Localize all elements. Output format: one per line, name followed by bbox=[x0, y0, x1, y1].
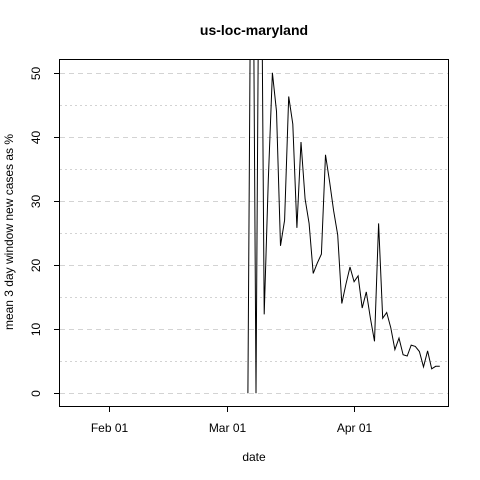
y-tick-label: 20 bbox=[29, 259, 43, 273]
x-axis-label: date bbox=[242, 450, 266, 464]
y-tick-label: 0 bbox=[29, 390, 43, 397]
x-tick-label: Feb 01 bbox=[91, 421, 129, 435]
y-tick-label: 40 bbox=[29, 131, 43, 145]
plot-frame bbox=[59, 59, 449, 407]
series-line-group bbox=[247, 60, 440, 394]
series-line bbox=[247, 60, 440, 394]
axes: 0 10 20 30 40 50 Feb 01 Mar 01 Apr 01 bbox=[29, 67, 373, 435]
y-tick-label: 30 bbox=[29, 195, 43, 209]
grid bbox=[60, 73, 448, 394]
y-axis-label: mean 3 day window new cases as % bbox=[2, 134, 16, 330]
chart-title: us-loc-maryland bbox=[200, 22, 308, 38]
y-tick-label: 10 bbox=[29, 323, 43, 337]
y-tick-label: 50 bbox=[29, 67, 43, 81]
x-tick-label: Apr 01 bbox=[337, 421, 373, 435]
x-tick-label: Mar 01 bbox=[209, 421, 247, 435]
